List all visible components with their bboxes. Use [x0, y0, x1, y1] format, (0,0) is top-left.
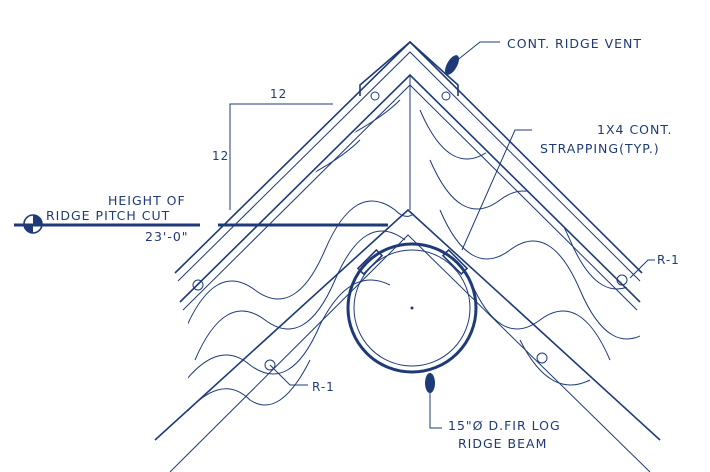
pitch-indicator: [229, 103, 333, 210]
log-ridge-beam: [346, 242, 478, 393]
elevation-marker: [14, 214, 388, 234]
label-ref-right: R-1: [657, 253, 680, 267]
label-elevation: 23'-0": [145, 229, 189, 244]
label-height-1: HEIGHT OF: [108, 193, 186, 208]
label-height-2: RIDGE PITCH CUT: [46, 208, 170, 223]
label-pitch-rise: 12: [212, 149, 229, 163]
label-ref-left: R-1: [312, 380, 335, 394]
label-strapping-1: 1X4 CONT.: [597, 122, 673, 137]
ridge-vent-clips: [370, 55, 459, 101]
leader-lines: [269, 41, 655, 429]
ref-markers: [192, 274, 628, 371]
roof-outline: [154, 40, 661, 472]
label-strapping-2: STRAPPING(TYP.): [540, 141, 660, 156]
label-pitch-run: 12: [270, 87, 287, 101]
insulation-left: [188, 99, 430, 421]
label-beam-1: 15"Ø D.FIR LOG: [448, 418, 561, 433]
label-beam-2: RIDGE BEAM: [458, 436, 547, 451]
label-ridge-vent: CONT. RIDGE VENT: [507, 36, 642, 51]
